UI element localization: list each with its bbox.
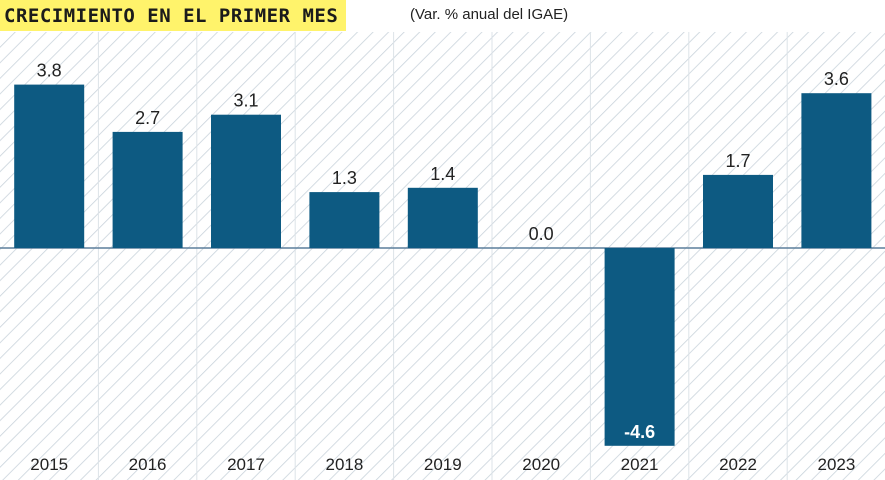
hatched-background	[0, 32, 885, 480]
value-label-2022: 1.7	[725, 151, 750, 171]
value-label-2019: 1.4	[430, 164, 455, 184]
x-tick-labels-group: 2015 2016 2017 2018 2019 2020 2021 2022 2023	[30, 455, 855, 474]
bar-2019	[407, 187, 478, 248]
value-label-2020: 0.0	[529, 224, 554, 244]
bar-2015	[14, 84, 85, 248]
bar-2021	[604, 248, 675, 446]
value-label-2021: -4.6	[624, 422, 655, 442]
value-label-2016: 2.7	[135, 108, 160, 128]
x-tick-2015: 2015	[30, 455, 68, 474]
bar-2016	[112, 131, 183, 248]
x-tick-2021: 2021	[621, 455, 659, 474]
x-tick-2016: 2016	[129, 455, 167, 474]
bar-2018	[309, 192, 380, 248]
chart-header: CRECIMIENTO EN EL PRIMER MES (Var. % anu…	[0, 0, 885, 32]
bar-2017	[211, 114, 281, 248]
value-label-2023: 3.6	[824, 69, 849, 89]
x-tick-2017: 2017	[227, 455, 265, 474]
x-tick-2019: 2019	[424, 455, 462, 474]
value-label-2015: 3.8	[37, 61, 62, 81]
bar-2022	[703, 174, 773, 248]
bar-2023	[801, 93, 872, 248]
x-tick-2018: 2018	[325, 455, 363, 474]
title-highlight: CRECIMIENTO EN EL PRIMER MES	[0, 0, 347, 31]
value-labels-group: 3.8 2.7 3.1 1.3 1.4 0.0 -4.6 1.7 3.6	[37, 61, 849, 442]
value-label-2017: 3.1	[233, 91, 258, 111]
x-tick-2022: 2022	[719, 455, 757, 474]
bars-group	[14, 84, 872, 446]
chart-title: CRECIMIENTO EN EL PRIMER MES	[4, 4, 339, 27]
x-tick-2020: 2020	[522, 455, 560, 474]
value-label-2018: 1.3	[332, 168, 357, 188]
column-dividers	[97, 32, 788, 480]
x-tick-2023: 2023	[817, 455, 855, 474]
chart-subtitle: (Var. % anual del IGAE)	[410, 6, 569, 23]
